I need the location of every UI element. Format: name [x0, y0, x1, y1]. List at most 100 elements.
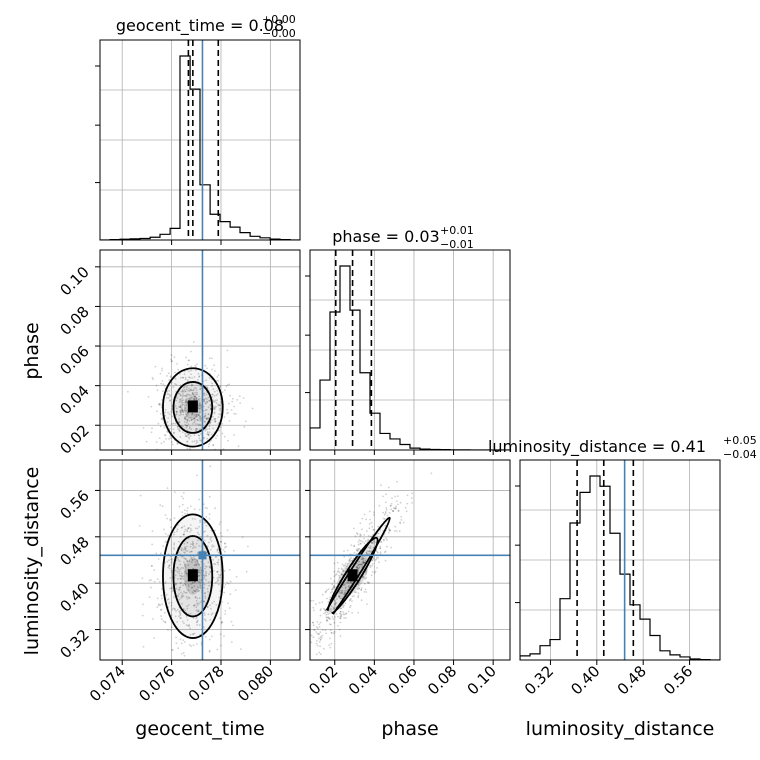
scatter-point [362, 557, 365, 560]
scatter-point [333, 632, 335, 635]
scatter-point [324, 590, 327, 593]
title-geocent-time-median: 0.08 [248, 16, 284, 35]
scatter-point [191, 586, 194, 589]
scatter-point [154, 365, 157, 368]
scatter-point [384, 550, 387, 553]
scatter-point [207, 416, 209, 419]
scatter-point [184, 390, 186, 393]
scatter-point [179, 404, 182, 407]
scatter-point [175, 413, 178, 416]
scatter-point [208, 584, 211, 587]
scatter-point [151, 565, 154, 567]
scatter-point [179, 535, 182, 538]
xlabel-geocent-time: geocent_time [135, 718, 264, 740]
scatter-point [362, 557, 365, 560]
scatter-point [216, 393, 219, 395]
scatter-point [180, 642, 183, 645]
scatter-point [216, 648, 219, 651]
scatter-point [373, 571, 376, 574]
scatter-point [204, 595, 207, 598]
scatter-point [171, 423, 173, 425]
scatter-point [203, 600, 205, 603]
scatter-point [228, 420, 231, 422]
scatter-point [194, 423, 197, 425]
scatter-point [195, 606, 198, 609]
scatter-point [186, 507, 189, 509]
scatter-point [189, 389, 192, 392]
scatter-point [358, 563, 361, 566]
scatter-point [190, 428, 193, 431]
scatter-point [341, 573, 344, 576]
scatter-point [329, 592, 332, 594]
scatter-point [360, 589, 363, 591]
scatter-point [340, 615, 343, 618]
scatter-point [334, 603, 337, 606]
scatter-point [203, 420, 206, 423]
scatter-point [173, 607, 176, 610]
scatter-point [194, 395, 196, 398]
scatter-point [358, 566, 361, 568]
scatter-point [209, 421, 212, 424]
scatter-point [323, 612, 325, 615]
scatter-point [375, 558, 378, 561]
scatter-point [175, 399, 178, 402]
scatter-point [179, 394, 182, 396]
scatter-point [343, 604, 345, 607]
scatter-point [321, 601, 324, 603]
scatter-point [399, 501, 402, 504]
scatter-point [327, 616, 330, 619]
scatter-point [175, 582, 177, 585]
scatter-point [186, 559, 189, 562]
scatter-point [172, 590, 174, 593]
scatter-point [182, 401, 184, 404]
scatter-point [197, 563, 200, 566]
scatter-point [184, 565, 187, 567]
scatter-point [203, 586, 206, 589]
scatter-point [182, 567, 185, 570]
scatter-point [207, 590, 209, 593]
scatter-point [193, 581, 196, 584]
scatter-point [189, 527, 192, 530]
scatter-point [142, 645, 145, 648]
scatter-point [338, 571, 341, 574]
scatter-point [178, 588, 181, 591]
scatter-point [182, 403, 184, 406]
scatter-point [235, 575, 238, 578]
scatter-point [187, 389, 189, 391]
scatter-point [180, 617, 182, 620]
scatter-point [380, 541, 383, 543]
scatter-point [328, 617, 330, 620]
scatter-point [191, 389, 193, 392]
scatter-point [411, 492, 413, 495]
scatter-point [385, 537, 387, 540]
scatter-point [394, 525, 397, 528]
scatter-point [232, 624, 235, 627]
scatter-point [356, 567, 359, 570]
xtick-label-geocent_time-3: 0.080 [234, 662, 277, 705]
scatter-point [204, 619, 207, 622]
scatter-point [320, 608, 322, 610]
scatter-point [370, 521, 373, 524]
scatter-point [187, 537, 190, 540]
scatter-point [176, 442, 179, 445]
scatter-point [379, 545, 382, 548]
scatter-point [151, 543, 154, 546]
scatter-point [392, 507, 395, 509]
scatter-point [341, 586, 343, 589]
scatter-point [363, 534, 366, 536]
scatter-point [185, 400, 188, 403]
scatter-point [180, 677, 182, 679]
scatter-point [196, 393, 199, 396]
scatter-point [183, 551, 185, 554]
scatter-point [340, 613, 342, 615]
scatter-point [287, 674, 289, 676]
scatter-point [368, 527, 371, 530]
scatter-point [181, 594, 183, 597]
scatter-point [219, 617, 222, 619]
scatter-point [206, 417, 209, 420]
scatter-point [164, 581, 167, 583]
scatter-point [197, 586, 199, 589]
scatter-point [372, 556, 375, 559]
scatter-point [349, 604, 352, 607]
scatter-point [217, 457, 219, 459]
